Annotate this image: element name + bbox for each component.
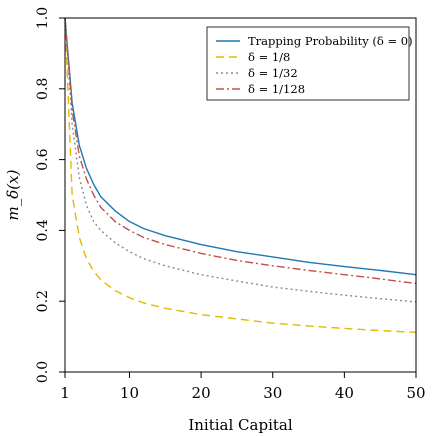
series-line-1 [64,17,417,334]
y-tick-label: 0.6 [35,148,51,170]
plot-frame [64,17,417,373]
x-tick-label: 50 [406,384,425,402]
legend-label: δ = 1/32 [248,66,298,80]
x-tick-label: 10 [120,384,139,402]
y-tick-label: 0.2 [35,290,51,312]
x-tick-label: 1 [60,384,70,402]
x-axis-label: Initial Capital [188,416,293,434]
y-axis-label: m_δ(x) [4,169,22,220]
y-tick-label: 0.0 [35,361,51,383]
legend: Trapping Probability (δ = 0) δ = 1/8 δ = 1… [206,26,413,101]
y-axis-ticks: 0.0 0.2 0.4 0.6 0.8 1.0 [35,7,65,383]
legend-items: Trapping Probability (δ = 0) δ = 1/8 δ = 1… [216,34,413,96]
y-tick-label: 0.8 [35,78,51,100]
plot-lines [64,17,417,334]
x-tick-label: 20 [192,384,211,402]
legend-label: Trapping Probability (δ = 0) [248,34,413,48]
y-tick-label: 1.0 [35,7,51,29]
series-line-3 [64,17,417,285]
y-tick-label: 0.4 [35,219,51,241]
x-tick-label: 40 [335,384,354,402]
legend-label: δ = 1/128 [248,82,305,96]
legend-label: δ = 1/8 [248,50,290,64]
x-tick-label: 30 [263,384,282,402]
x-axis-ticks: 1 10 20 30 40 50 [60,372,426,402]
legend-box [206,26,410,101]
series-line-2 [64,17,417,303]
series-line-0 [64,17,417,276]
